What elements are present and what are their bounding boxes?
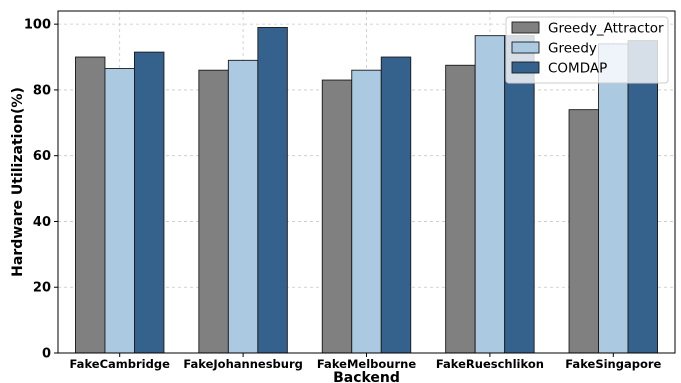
y-axis-title: Hardware Utilization(%): [10, 87, 26, 277]
bar-greedy-attractor: [74, 56, 106, 354]
x-tick-label: FakeMelbourne: [317, 357, 416, 371]
bar-comdap: [257, 26, 288, 354]
bar-greedy: [104, 68, 135, 354]
x-tick-label: FakeSingapore: [565, 357, 661, 371]
bar-greedy: [598, 43, 629, 354]
legend: Greedy_Attractor Greedy COMDAP: [505, 16, 669, 84]
x-axis-title: Backend: [333, 370, 400, 383]
legend-swatch: [511, 61, 540, 74]
y-tick-label: 60: [33, 149, 51, 164]
bar-greedy-attractor: [568, 109, 599, 354]
legend-swatch: [511, 21, 540, 34]
x-tick-label: FakeCambridge: [70, 357, 171, 371]
legend-label: COMDAP: [548, 61, 607, 77]
bar-comdap: [504, 35, 535, 354]
x-tick-label: FakeRueschlikon: [436, 357, 544, 371]
y-tick-label: 20: [33, 281, 51, 296]
y-tick-label: 80: [33, 83, 51, 98]
bar-greedy-attractor: [445, 64, 476, 354]
x-tick-label: FakeJohannesburg: [183, 357, 303, 371]
bar-comdap: [133, 51, 165, 354]
legend-box: [505, 16, 669, 84]
bars: [74, 26, 658, 354]
legend-swatch: [511, 41, 540, 54]
y-tick-label: 40: [33, 215, 51, 230]
x-axis-ticks: FakeCambridge FakeJohannesburg FakeMelbour…: [70, 353, 662, 371]
bar-greedy: [351, 69, 382, 354]
bar-greedy: [227, 59, 259, 354]
legend-label: Greedy: [548, 41, 597, 57]
bar-comdap: [380, 56, 412, 354]
bar-greedy-attractor: [321, 79, 353, 354]
y-axis-ticks: 0 20 40 60 80 100: [24, 18, 58, 362]
bar-greedy: [474, 35, 506, 354]
bar-comdap: [627, 40, 658, 354]
y-tick-label: 100: [24, 18, 51, 33]
legend-label: Greedy_Attractor: [548, 21, 664, 37]
bar-greedy-attractor: [198, 69, 229, 354]
y-tick-label: 0: [42, 347, 51, 362]
